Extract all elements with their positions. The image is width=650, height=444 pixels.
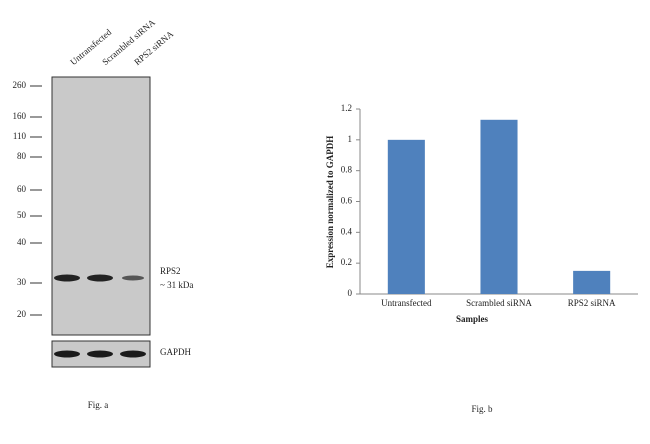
y-tick-label: 0.4 [341,226,353,236]
y-tick-label: 0 [348,288,353,298]
marker-label: 50 [17,210,27,220]
blot-panel [51,76,151,336]
y-tick-label: 0.2 [341,257,352,267]
marker-label: 160 [13,111,27,121]
marker-label: 40 [17,237,27,247]
bar [480,119,518,295]
marker-label: 80 [17,151,27,161]
caption: Fig. b [471,404,493,414]
y-axis-label: Expression normalized to GAPDH [325,136,335,269]
x-tick-label: RPS2 siRNA [568,298,616,308]
control-label: GAPDH [160,347,192,357]
y-tick-label: 1 [348,134,353,144]
lane-label: Scrambled siRNA [100,17,157,67]
band [87,350,113,358]
band [54,274,80,282]
band-label: RPS2 [160,266,181,276]
x-tick-label: Scrambled siRNA [466,298,532,308]
caption: Fig. a [88,400,109,410]
marker-label: 20 [17,309,27,319]
marker-label: 60 [17,184,27,194]
marker-label: 30 [17,277,27,287]
y-tick-label: 0.6 [341,196,353,206]
band [122,275,144,281]
marker-label: 110 [13,131,27,141]
bar [387,139,425,294]
band [54,350,80,358]
band [120,350,146,358]
band-size: ~ 31 kDa [160,280,193,290]
y-tick-label: 1.2 [341,103,352,113]
x-axis-label: Samples [456,314,489,324]
bar [573,270,611,294]
y-tick-label: 0.8 [341,165,353,175]
x-tick-label: Untransfected [381,298,432,308]
band [87,274,113,282]
marker-label: 260 [13,80,27,90]
